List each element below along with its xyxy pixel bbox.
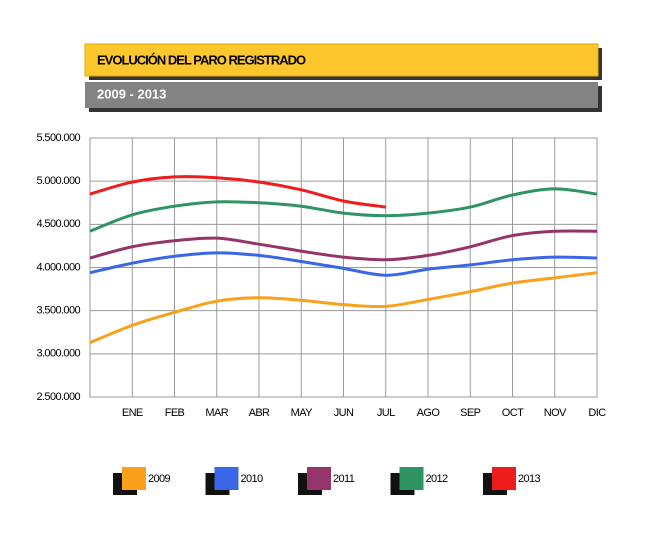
legend-swatch bbox=[122, 467, 146, 490]
title-box bbox=[84, 43, 599, 77]
y-tick-label: 5.000.000 bbox=[36, 175, 80, 187]
chart-title: EVOLUCIÓN DEL PARO REGISTRADO bbox=[97, 52, 306, 67]
legend-label: 2013 bbox=[518, 473, 541, 485]
legend-swatch bbox=[214, 467, 239, 490]
x-tick-label: JUL bbox=[377, 407, 395, 419]
x-tick-label: ABR bbox=[249, 407, 270, 419]
x-tick-label: FEB bbox=[165, 407, 185, 419]
x-tick-label: AGO bbox=[417, 407, 441, 419]
x-tick-label: MAY bbox=[291, 407, 313, 419]
y-tick-label: 4.500.000 bbox=[36, 218, 80, 230]
y-tick-label: 5.500.000 bbox=[36, 132, 80, 144]
y-tick-label: 3.000.000 bbox=[36, 348, 80, 360]
x-tick-label: SEP bbox=[460, 407, 480, 419]
y-tick-label: 2.500.000 bbox=[36, 391, 80, 403]
series-line bbox=[89, 175, 386, 209]
y-tick-label: 4.000.000 bbox=[36, 261, 80, 273]
x-tick-label: OCT bbox=[502, 407, 524, 419]
legend-label: 2011 bbox=[333, 473, 355, 485]
y-tick-label: 3.500.000 bbox=[36, 305, 80, 317]
chart-subtitle: 2009 - 2013 bbox=[97, 86, 166, 101]
x-tick-label: MAR bbox=[205, 407, 228, 419]
subtitle-box bbox=[85, 82, 598, 108]
legend-label: 2012 bbox=[426, 473, 449, 485]
series-line bbox=[89, 229, 598, 262]
legend-label: 2009 bbox=[148, 473, 171, 485]
legend-swatch bbox=[399, 467, 424, 490]
legend-swatch bbox=[307, 467, 331, 490]
x-tick-label: NOV bbox=[544, 407, 567, 419]
legend-label: 2010 bbox=[241, 473, 264, 485]
series-line bbox=[89, 187, 598, 233]
series-line bbox=[89, 271, 598, 344]
series-line bbox=[89, 251, 598, 277]
x-tick-label: ENE bbox=[122, 407, 143, 419]
x-tick-label: JUN bbox=[334, 407, 354, 419]
legend-swatch bbox=[492, 467, 516, 490]
x-tick-label: DIC bbox=[588, 407, 606, 419]
